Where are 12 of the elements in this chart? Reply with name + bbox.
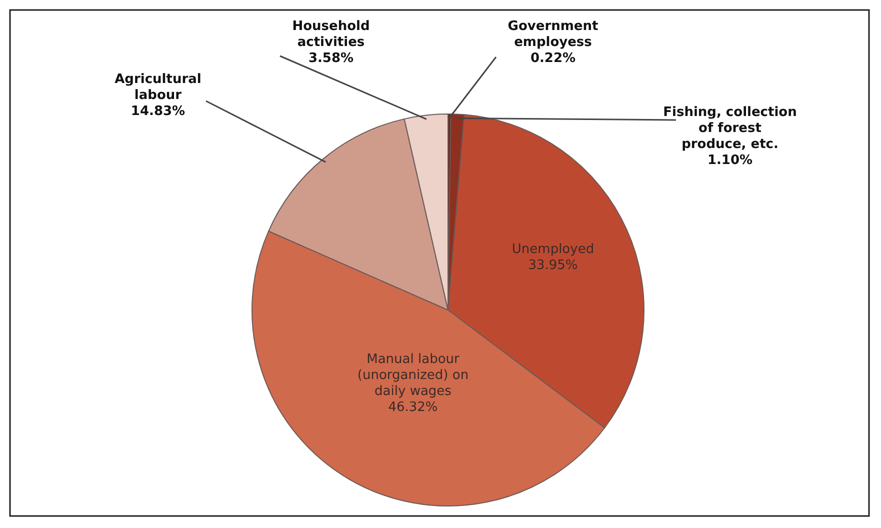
slice-label: Manual labour (unorganized) on daily wages: [357, 352, 469, 399]
slice-label: Agricultural labour: [114, 72, 202, 103]
data-label: 14.83%: [130, 104, 186, 119]
slice-label: Unemployed: [512, 242, 594, 257]
slice-label: Government employess: [508, 19, 598, 50]
data-label: 46.32%: [388, 400, 438, 415]
slice-label: Fishing, collection of forest produce, etc.: [663, 105, 797, 152]
data-label: 3.58%: [308, 51, 354, 66]
data-label: 0.22%: [530, 51, 576, 66]
data-label: 33.95%: [528, 258, 578, 273]
data-label: 1.10%: [707, 153, 753, 168]
slice-label: Household activities: [292, 19, 370, 50]
